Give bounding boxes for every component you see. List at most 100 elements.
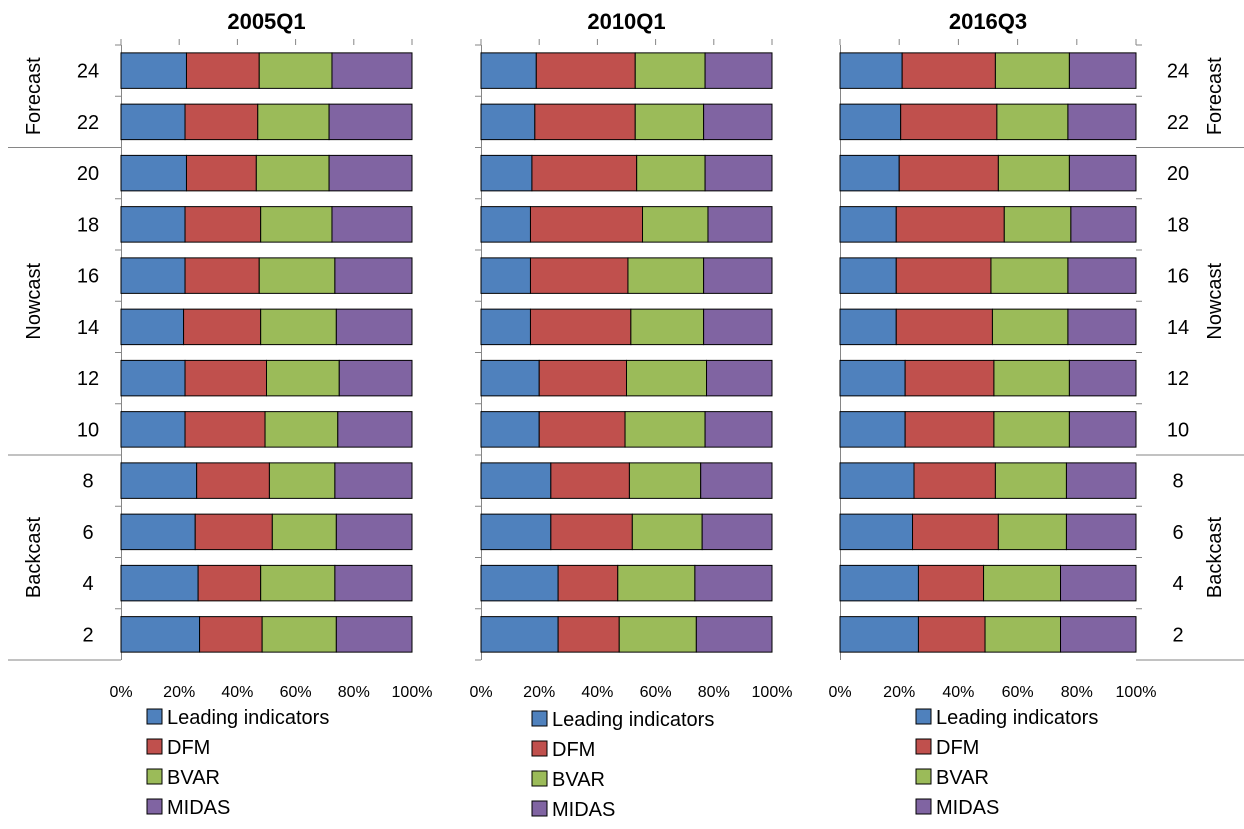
bar-segment-midas bbox=[1067, 308, 1137, 346]
legend-label: BVAR bbox=[936, 767, 989, 789]
bar-segment-bvar bbox=[642, 206, 709, 243]
bar-segment-midas bbox=[328, 103, 413, 141]
bar-segment-dfm bbox=[184, 257, 260, 294]
bar-segment-leading-indicators bbox=[839, 616, 919, 653]
legend-swatch-bvar bbox=[915, 768, 932, 785]
bar-segment-dfm bbox=[895, 206, 1005, 243]
bar-segment-bvar bbox=[634, 103, 705, 141]
bar-segment-leading-indicators bbox=[839, 308, 897, 346]
bar-segment-dfm bbox=[185, 52, 260, 89]
bar-segment-dfm bbox=[535, 52, 636, 89]
bar-segment-leading-indicators bbox=[120, 462, 198, 499]
bar-segment-dfm bbox=[895, 257, 992, 294]
category-label: 20 bbox=[1167, 163, 1189, 185]
legend-swatch-leading-indicators bbox=[915, 708, 932, 725]
bar-segment-leading-indicators bbox=[120, 103, 186, 141]
x-tick-label: 100% bbox=[1116, 684, 1157, 701]
bar-segment-midas bbox=[700, 462, 773, 499]
bar-segment-leading-indicators bbox=[120, 206, 186, 243]
category-label: 2 bbox=[1172, 624, 1183, 646]
x-tick-label: 0% bbox=[109, 684, 132, 701]
x-tick-label: 80% bbox=[698, 684, 730, 701]
bar-segment-midas bbox=[335, 308, 413, 346]
bar-segment-midas bbox=[1060, 616, 1137, 653]
bar-segment-dfm bbox=[531, 154, 638, 192]
category-label: 2 bbox=[82, 624, 93, 646]
bar-segment-leading-indicators bbox=[120, 411, 186, 448]
x-tick-label: 40% bbox=[581, 684, 613, 701]
bar-segment-bvar bbox=[626, 359, 708, 397]
bar-segment-dfm bbox=[557, 616, 620, 653]
bar-segment-leading-indicators bbox=[120, 564, 199, 602]
bar-segment-midas bbox=[335, 513, 413, 551]
bar-segment-bvar bbox=[997, 154, 1070, 192]
bar-segment-bvar bbox=[624, 411, 706, 448]
legend-label: DFM bbox=[167, 737, 210, 759]
bar-segment-dfm bbox=[538, 411, 626, 448]
bar-segment-dfm bbox=[183, 308, 262, 346]
bar-segment-leading-indicators bbox=[120, 616, 201, 653]
category-label: 4 bbox=[82, 573, 93, 595]
category-label: 12 bbox=[77, 368, 99, 390]
category-label: 22 bbox=[77, 112, 99, 134]
category-label: 6 bbox=[1172, 522, 1183, 544]
bar-segment-midas bbox=[703, 308, 773, 346]
panel-title: 2010Q1 bbox=[587, 9, 665, 34]
bar-segment-dfm bbox=[550, 513, 633, 551]
bar-segment-dfm bbox=[904, 411, 995, 448]
bar-segment-midas bbox=[706, 359, 773, 397]
bar-segment-midas bbox=[335, 616, 413, 653]
x-tick-label: 60% bbox=[1002, 684, 1034, 701]
bar-segment-dfm bbox=[900, 103, 998, 141]
bar-segment-bvar bbox=[634, 52, 706, 89]
bar-segment-midas bbox=[707, 206, 773, 243]
bar-segment-bvar bbox=[984, 616, 1062, 653]
bar-segment-dfm bbox=[912, 513, 999, 551]
bar-segment-dfm bbox=[196, 462, 270, 499]
bar-segment-bvar bbox=[264, 411, 339, 448]
bar-segment-bvar bbox=[627, 257, 705, 294]
legend-label: BVAR bbox=[552, 769, 605, 791]
x-tick-label: 0% bbox=[828, 684, 851, 701]
bar-segment-bvar bbox=[631, 513, 703, 551]
legend-swatch-bvar bbox=[531, 770, 548, 787]
category-label: 24 bbox=[1167, 61, 1189, 83]
bar-segment-midas bbox=[331, 206, 413, 243]
x-tick-label: 80% bbox=[1061, 684, 1093, 701]
bar-segment-leading-indicators bbox=[120, 359, 186, 397]
panel-title: 2016Q3 bbox=[949, 9, 1027, 34]
bar-segment-leading-indicators bbox=[839, 103, 902, 141]
bar-segment-leading-indicators bbox=[480, 103, 536, 141]
bar-segment-bvar bbox=[997, 513, 1067, 551]
x-tick-label: 60% bbox=[280, 684, 312, 701]
bar-segment-leading-indicators bbox=[480, 154, 533, 192]
bar-segment-midas bbox=[1065, 462, 1137, 499]
category-label: 14 bbox=[77, 317, 99, 339]
category-label: 16 bbox=[77, 266, 99, 288]
bar-segment-bvar bbox=[268, 462, 336, 499]
legend-label: MIDAS bbox=[552, 799, 615, 821]
panel-title: 2005Q1 bbox=[227, 9, 305, 34]
bar-segment-dfm bbox=[184, 103, 259, 141]
bar-segment-dfm bbox=[185, 154, 257, 192]
legend-label: Leading indicators bbox=[936, 707, 1098, 729]
bar-segment-leading-indicators bbox=[480, 616, 559, 653]
legend-swatch-midas bbox=[915, 798, 932, 815]
group-label-backcast: Backcast bbox=[1204, 516, 1226, 598]
x-tick-label: 20% bbox=[163, 684, 195, 701]
category-label: 16 bbox=[1167, 266, 1189, 288]
bar-segment-bvar bbox=[618, 616, 697, 653]
bar-segment-bvar bbox=[993, 359, 1070, 397]
bar-segment-bvar bbox=[260, 308, 337, 346]
bar-segment-leading-indicators bbox=[480, 359, 540, 397]
bar-segment-midas bbox=[337, 411, 413, 448]
bar-segment-midas bbox=[695, 616, 773, 653]
group-label-nowcast: Nowcast bbox=[1204, 262, 1226, 339]
category-label: 8 bbox=[82, 471, 93, 493]
bar-segment-midas bbox=[704, 411, 773, 448]
bar-segment-leading-indicators bbox=[120, 257, 186, 294]
category-label: 8 bbox=[1172, 471, 1183, 493]
